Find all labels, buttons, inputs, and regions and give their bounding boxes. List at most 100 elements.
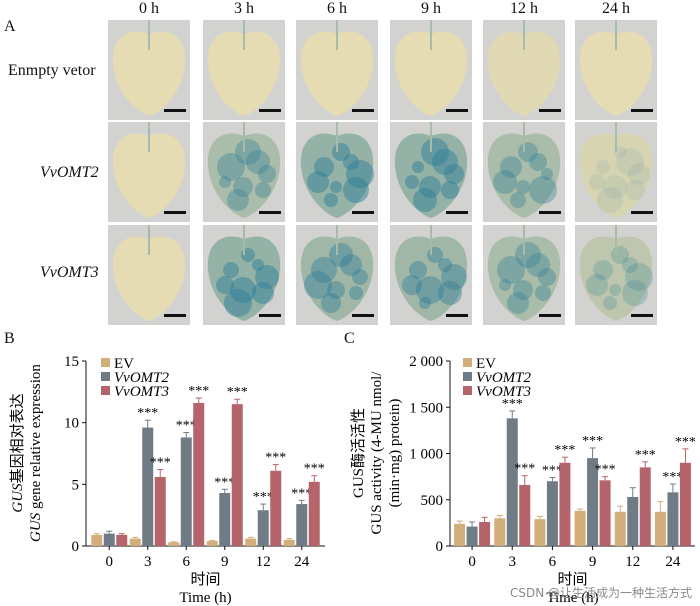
chart-b-bar-VvOMT3-3 <box>154 476 166 546</box>
chart-c-sig-mark: *** <box>514 462 535 477</box>
chart-b-legend-swatch <box>101 386 110 395</box>
chart-b-x-tick-label: 0 <box>106 554 114 570</box>
chart-c-legend-swatch <box>463 386 472 395</box>
chart-c-bar-VvOMT3-0 <box>479 521 491 546</box>
chart-b-x-tick-label: 3 <box>144 554 152 570</box>
chart-b-y-tick-label: 15 <box>64 354 79 370</box>
panel-b-letter: B <box>4 330 15 347</box>
time-label-0: 0 h <box>139 0 159 17</box>
chart-b-ylabel-line2: GUS gene relative expression <box>28 364 44 542</box>
chart-c-bar-EV-0 <box>454 523 466 546</box>
chart-c-xlabel-cn: 时间 <box>557 570 587 588</box>
panel-c-letter: C <box>344 330 355 347</box>
chart-c-x-tick-label: 6 <box>549 554 557 570</box>
chart-b-bar-VvOMT2-6 <box>180 437 192 546</box>
row-label-2: VvOMT3 <box>40 264 99 281</box>
chart-c-legend-swatch <box>463 358 472 367</box>
chart-b-bar-VvOMT3-9 <box>231 404 243 546</box>
chart-b-bar-EV-24 <box>283 539 295 546</box>
chart-c-bar-VvOMT3-24 <box>679 462 691 546</box>
chart-c-ylabel-line1: GUS酶活活性 <box>349 408 367 498</box>
chart-c-bar-VvOMT2-24 <box>667 492 679 546</box>
time-label-2: 6 h <box>327 0 347 17</box>
chart-c-y-tick-label: 2 000 <box>409 354 443 370</box>
chart-b-x-tick-label: 9 <box>221 554 229 570</box>
chart-b-bar-VvOMT3-6 <box>193 402 205 546</box>
chart-c-sig-mark: *** <box>675 435 696 450</box>
chart-b-y-tick-label: 5 <box>72 477 80 493</box>
chart-b-legend-label: EV <box>114 356 134 372</box>
chart-c-legend-label: VvOMT2 <box>476 370 531 386</box>
chart-c-sig-mark: *** <box>542 464 563 479</box>
chart-b-legend-label: VvOMT2 <box>114 370 169 386</box>
chart-b-sig-mark: *** <box>227 385 248 400</box>
chart-b-xlabel-cn: 时间 <box>190 570 220 588</box>
chart-c-bar-EV-3 <box>494 518 506 546</box>
chart-c-y-tick-label: 0 <box>436 539 444 555</box>
leaf-image-r0-c0 <box>108 20 190 120</box>
chart-c-bar-VvOMT2-12 <box>627 496 639 546</box>
chart-b-sig-mark: *** <box>304 462 325 477</box>
chart-b-bar-EV-12 <box>245 538 257 546</box>
chart-b-bar-VvOMT3-0 <box>116 534 128 546</box>
chart-c-bar-VvOMT2-9 <box>587 458 599 546</box>
chart-c-y-tick-label: 1 000 <box>409 447 443 463</box>
panel-a-letter: A <box>4 18 16 35</box>
chart-c-bar-VvOMT2-6 <box>546 481 558 546</box>
chart-c-x-tick-label: 9 <box>589 554 597 570</box>
chart-b-bar-EV-0 <box>91 534 103 546</box>
leaf-image-r2-c2 <box>296 225 378 325</box>
chart-b-bar-EV-6 <box>168 542 180 546</box>
chart-b-xlabel-en: Time (h) <box>179 590 231 606</box>
chart-c-x-tick-label: 12 <box>625 554 640 570</box>
chart-c-ylabel-line3: (min·mg) protein) <box>387 399 403 508</box>
chart-c-y-tick-label: 1 500 <box>409 400 443 416</box>
chart-b-y-tick-label: 10 <box>64 416 79 432</box>
leaf-image-r1-c4 <box>483 122 565 222</box>
leaf-image-r2-c3 <box>390 225 472 325</box>
chart-c-x-tick-label: 3 <box>509 554 517 570</box>
chart-b-legend-swatch <box>101 372 110 381</box>
chart-c-sig-mark: *** <box>502 397 523 412</box>
chart-c-sig-mark: *** <box>582 434 603 449</box>
chart-b-sig-mark: *** <box>150 456 171 471</box>
chart-c-legend-label: EV <box>476 356 496 372</box>
leaf-image-r1-c3 <box>390 122 472 222</box>
chart-b-sig-mark: *** <box>188 384 209 399</box>
chart-c-x-tick-label: 24 <box>665 554 681 570</box>
chart-b-legend-swatch <box>101 358 110 367</box>
leaf-image-r2-c1 <box>203 225 285 325</box>
leaf-image-r0-c3 <box>390 20 472 120</box>
chart-b-x-tick-label: 6 <box>183 554 191 570</box>
time-label-3: 9 h <box>421 0 441 17</box>
chart-b-sig-mark: *** <box>137 406 158 421</box>
chart-c-bar-VvOMT3-3 <box>519 484 531 546</box>
chart-b-y-tick-label: 0 <box>72 539 80 555</box>
chart-b-sig-mark: *** <box>176 419 197 434</box>
leaf-image-r0-c2 <box>296 20 378 120</box>
chart-b-bar-VvOMT2-0 <box>103 533 115 546</box>
chart-c-bar-EV-9 <box>574 510 586 546</box>
chart-c-legend-label: VvOMT3 <box>476 384 531 400</box>
chart-b-bar-EV-3 <box>129 538 141 546</box>
leaf-image-r2-c4 <box>483 225 565 325</box>
chart-b-x-tick-label: 12 <box>256 554 271 570</box>
chart-b-bar-VvOMT3-24 <box>308 481 320 546</box>
chart-b-sig-mark: *** <box>253 490 274 505</box>
chart-b-x-tick-label: 24 <box>294 554 310 570</box>
chart-c-bar-VvOMT3-9 <box>599 480 611 546</box>
chart-b-bar-VvOMT2-12 <box>257 510 269 546</box>
chart-b-sig-mark: *** <box>291 486 312 501</box>
chart-c-sig-mark: *** <box>554 443 575 458</box>
chart-c-xlabel-en: Time (h) <box>546 590 598 606</box>
chart-b-bar-VvOMT2-9 <box>219 492 231 546</box>
leaf-image-r1-c5 <box>575 122 657 222</box>
time-label-5: 24 h <box>602 0 630 17</box>
leaf-image-r0-c5 <box>575 20 657 120</box>
time-label-1: 3 h <box>234 0 254 17</box>
chart-b-legend-label: VvOMT3 <box>114 384 169 400</box>
chart-c-sig-mark: *** <box>595 463 616 478</box>
chart-c-legend-swatch <box>463 372 472 381</box>
chart-b-ylabel-line1: GUS基因相对表达 <box>8 393 26 512</box>
chart-c-bar-VvOMT2-3 <box>506 418 518 546</box>
